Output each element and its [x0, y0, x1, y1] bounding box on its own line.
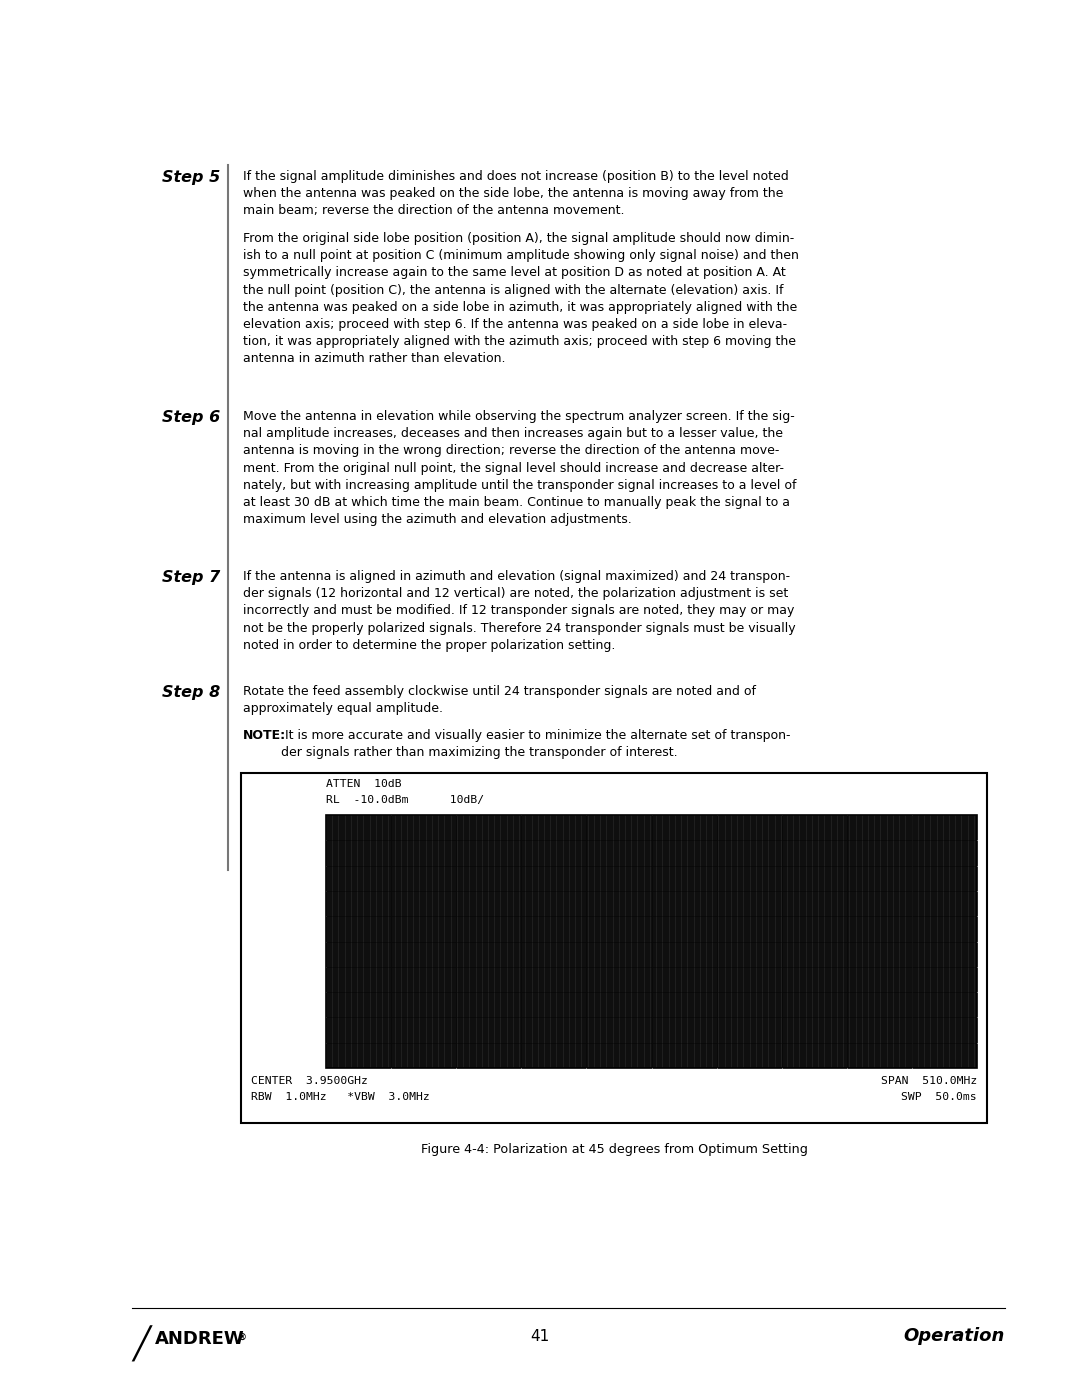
Text: It is more accurate and visually easier to minimize the alternate set of transpo: It is more accurate and visually easier …	[281, 729, 791, 759]
Text: NOTE:: NOTE:	[243, 729, 286, 742]
Text: Operation: Operation	[904, 1327, 1005, 1345]
Text: CENTER  3.9500GHz: CENTER 3.9500GHz	[251, 1076, 368, 1085]
Text: Move the antenna in elevation while observing the spectrum analyzer screen. If t: Move the antenna in elevation while obse…	[243, 409, 797, 527]
Text: SPAN  510.0MHz: SPAN 510.0MHz	[881, 1076, 977, 1085]
Text: Step 7: Step 7	[162, 570, 220, 585]
Text: From the original side lobe position (position A), the signal amplitude should n: From the original side lobe position (po…	[243, 232, 799, 366]
Text: RBW  1.0MHz   *VBW  3.0MHz: RBW 1.0MHz *VBW 3.0MHz	[251, 1092, 430, 1102]
Text: ATTEN  10dB: ATTEN 10dB	[326, 780, 402, 789]
Bar	[326, 814, 977, 1067]
Text: If the antenna is aligned in azimuth and elevation (signal maximized) and 24 tra: If the antenna is aligned in azimuth and…	[243, 570, 796, 652]
Text: Rotate the feed assembly clockwise until 24 transponder signals are noted and of: Rotate the feed assembly clockwise until…	[243, 685, 756, 715]
Text: ®: ®	[238, 1334, 247, 1343]
Bar	[241, 773, 987, 1123]
Text: Step 6: Step 6	[162, 409, 220, 425]
Text: Figure 4-4: Polarization at 45 degrees from Optimum Setting: Figure 4-4: Polarization at 45 degrees f…	[420, 1143, 808, 1155]
Text: 41: 41	[530, 1329, 550, 1344]
Text: Step 8: Step 8	[162, 685, 220, 700]
Text: If the signal amplitude diminishes and does not increase (position B) to the lev: If the signal amplitude diminishes and d…	[243, 170, 788, 218]
Text: Step 5: Step 5	[162, 170, 220, 184]
Text: SWP  50.0ms: SWP 50.0ms	[902, 1092, 977, 1102]
Text: ╱: ╱	[132, 1326, 150, 1362]
Text: ANDREW: ANDREW	[156, 1330, 245, 1348]
Text: RL  -10.0dBm      10dB/: RL -10.0dBm 10dB/	[326, 795, 484, 805]
